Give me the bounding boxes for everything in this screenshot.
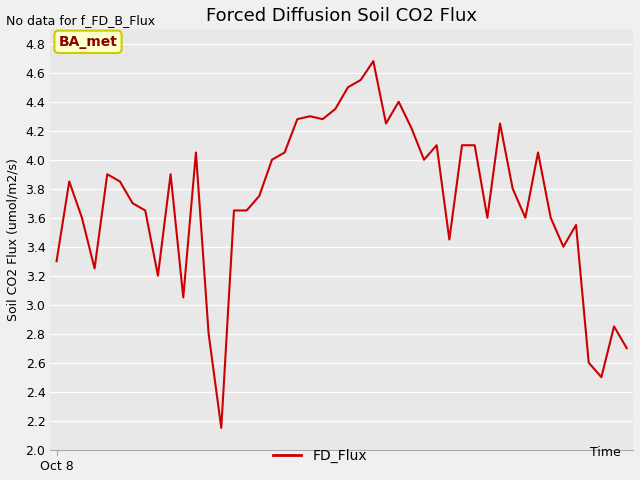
Y-axis label: Soil CO2 Flux (umol/m2/s): Soil CO2 Flux (umol/m2/s)	[7, 158, 20, 321]
Text: No data for f_FD_B_Flux: No data for f_FD_B_Flux	[6, 14, 156, 27]
Text: Time: Time	[590, 446, 621, 459]
Text: BA_met: BA_met	[59, 35, 118, 49]
Legend: FD_Flux: FD_Flux	[268, 443, 372, 468]
Title: Forced Diffusion Soil CO2 Flux: Forced Diffusion Soil CO2 Flux	[206, 7, 477, 25]
